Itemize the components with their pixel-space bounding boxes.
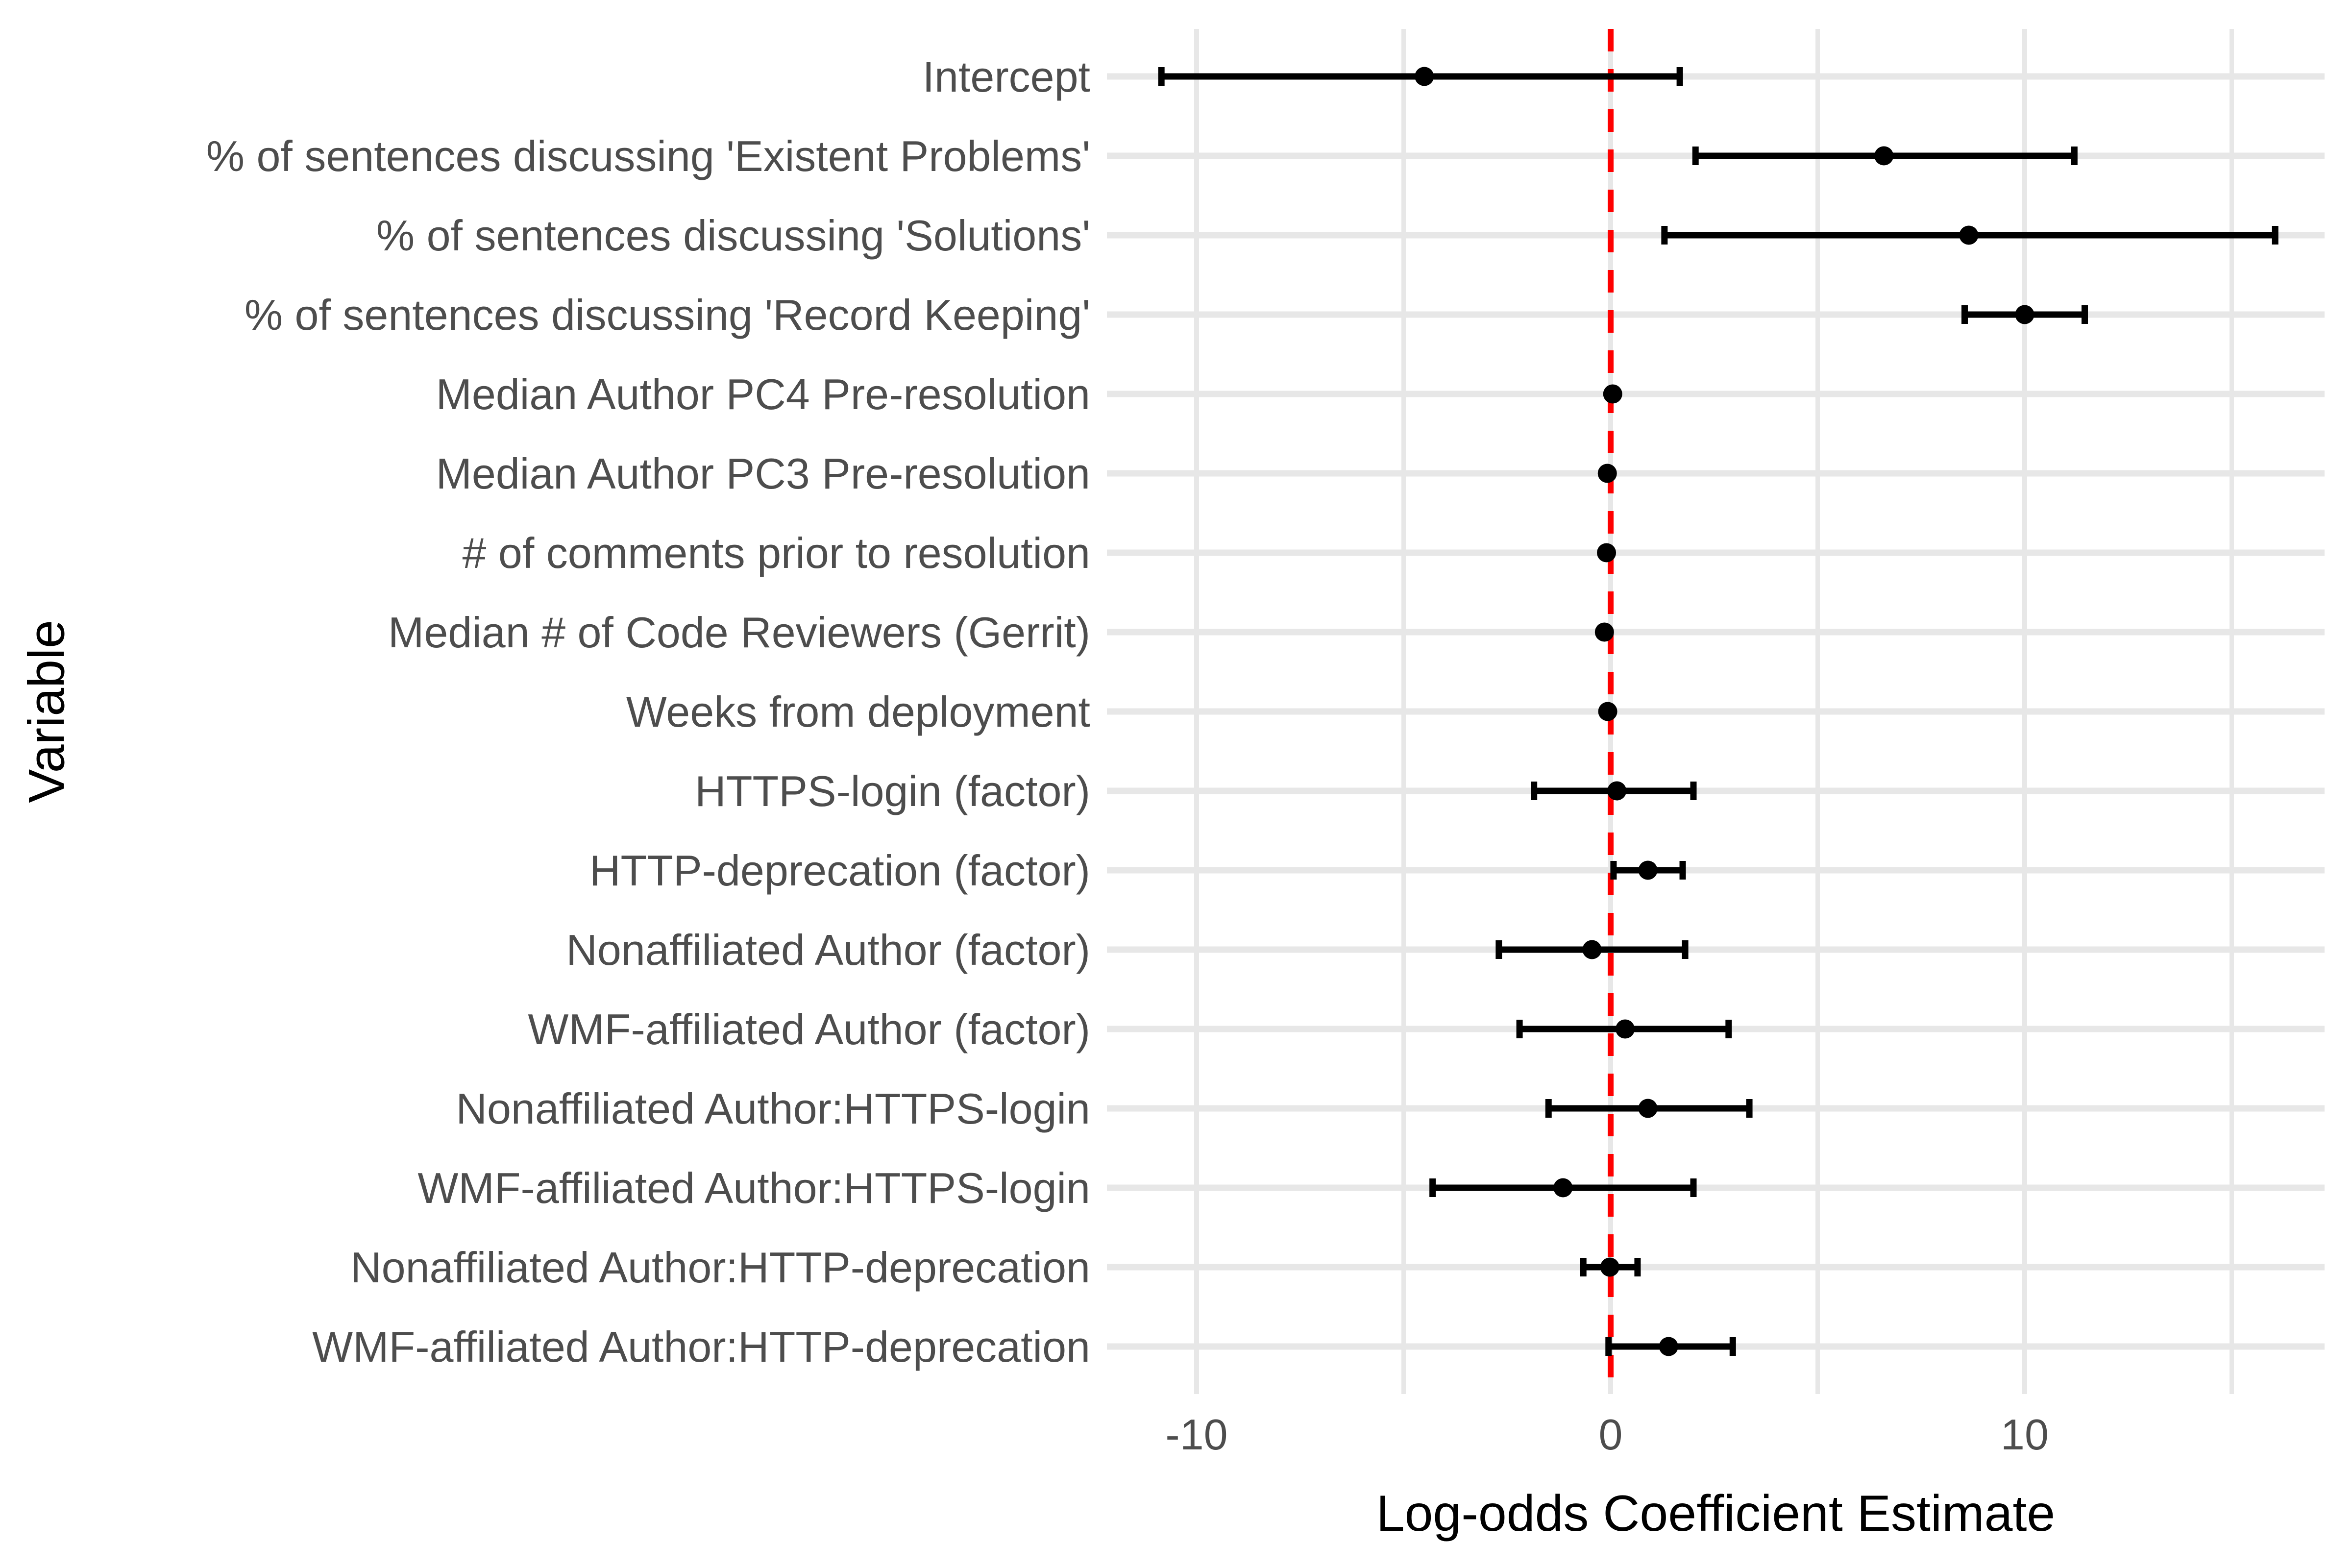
- point-estimate: [1597, 543, 1617, 563]
- y-axis-label: Nonaffiliated Author:HTTPS-login: [456, 1084, 1090, 1133]
- point-estimate: [1598, 702, 1617, 721]
- point-estimate: [1638, 860, 1658, 880]
- point-estimate: [1553, 1178, 1573, 1198]
- point-estimate: [1582, 940, 1602, 959]
- y-axis-label: Intercept: [923, 52, 1090, 101]
- point-estimate: [1659, 1337, 1678, 1356]
- x-tick-label: -10: [1165, 1410, 1227, 1459]
- point-estimate: [1600, 1257, 1619, 1277]
- y-axis-label: WMF-affiliated Author (factor): [528, 1005, 1090, 1054]
- point-estimate: [1959, 225, 1979, 245]
- y-axis-label: % of sentences discussing 'Record Keepin…: [245, 291, 1090, 339]
- y-axis-label: Weeks from deployment: [626, 687, 1090, 736]
- y-axis-label: Nonaffiliated Author:HTTP-deprecation: [350, 1243, 1090, 1292]
- y-axis-label: Median Author PC3 Pre-resolution: [436, 449, 1090, 498]
- y-axis-label: HTTPS-login (factor): [695, 767, 1090, 815]
- y-axis-title: Variable: [18, 620, 75, 803]
- point-estimate: [1874, 146, 1894, 166]
- y-axis-label: # of comments prior to resolution: [463, 529, 1090, 577]
- y-axis-label: HTTP-deprecation (factor): [589, 846, 1090, 895]
- y-axis-label: WMF-affiliated Author:HTTP-deprecation: [312, 1323, 1090, 1371]
- point-estimate: [1603, 384, 1622, 404]
- y-axis-label: Nonaffiliated Author (factor): [566, 926, 1090, 974]
- x-tick-label: 0: [1599, 1410, 1623, 1459]
- x-axis-title: Log-odds Coefficient Estimate: [1376, 1485, 2056, 1542]
- y-axis-label: Median # of Code Reviewers (Gerrit): [388, 608, 1090, 657]
- point-estimate: [1616, 1019, 1635, 1039]
- y-axis-label: % of sentences discussing 'Solutions': [376, 211, 1090, 260]
- y-axis-label: % of sentences discussing 'Existent Prob…: [206, 132, 1090, 180]
- point-estimate: [1594, 622, 1614, 642]
- point-estimate: [1607, 781, 1627, 801]
- x-tick-label: 10: [2001, 1410, 2049, 1459]
- y-axis-label: Median Author PC4 Pre-resolution: [436, 370, 1090, 418]
- point-estimate: [2015, 305, 2034, 324]
- y-axis-label: WMF-affiliated Author:HTTPS-login: [417, 1164, 1090, 1212]
- point-estimate: [1415, 67, 1434, 86]
- point-estimate: [1638, 1099, 1658, 1118]
- point-estimate: [1597, 464, 1617, 483]
